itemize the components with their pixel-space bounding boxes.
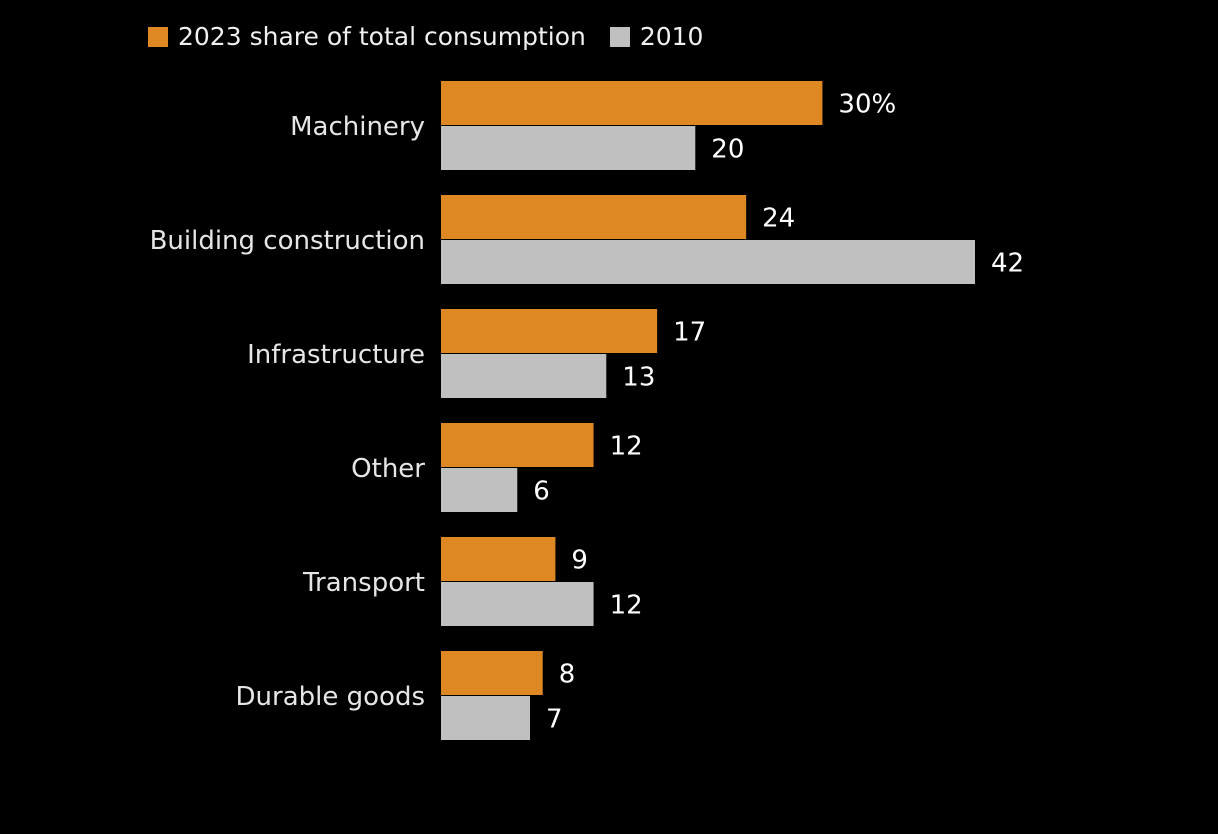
- bar-2010: [441, 582, 594, 626]
- value-label-2010: 12: [610, 591, 643, 621]
- legend: 2023 share of total consumption 2010: [148, 22, 727, 51]
- category-label: Infrastructure: [247, 340, 425, 370]
- bar-2023: [441, 309, 658, 353]
- category-label: Durable goods: [236, 682, 425, 712]
- value-label-2023: 8: [559, 660, 576, 690]
- legend-item-2023: 2023 share of total consumption: [148, 22, 586, 51]
- bar-2023: [441, 651, 543, 695]
- bar-2010: [441, 240, 975, 284]
- category-label: Transport: [302, 568, 425, 598]
- bar-2010: [441, 696, 530, 740]
- category-label: Machinery: [290, 112, 425, 142]
- bar-2010: [441, 468, 518, 512]
- category-group: Transport 9 12: [302, 537, 643, 626]
- value-label-2010: 7: [546, 705, 563, 735]
- value-label-2023: 30%: [838, 90, 896, 120]
- bar-2010: [441, 126, 696, 170]
- value-label-2023: 24: [762, 204, 795, 234]
- bar-2023: [441, 195, 747, 239]
- legend-item-2010: 2010: [609, 22, 704, 51]
- bar-2023: [441, 423, 594, 467]
- category-label: Building construction: [150, 226, 425, 256]
- category-label: Other: [351, 454, 425, 484]
- category-group: Machinery 30% 20: [290, 81, 896, 170]
- category-group: Other 12 6: [351, 423, 643, 512]
- bar-2023: [441, 81, 823, 125]
- value-label-2010: 13: [622, 363, 655, 393]
- value-label-2023: 12: [610, 432, 643, 462]
- legend-swatch-2023: [148, 26, 168, 47]
- bar-2023: [441, 537, 556, 581]
- bar-2010: [441, 354, 607, 398]
- legend-label-2010: 2010: [639, 22, 704, 51]
- legend-label-2023: 2023 share of total consumption: [178, 22, 586, 51]
- value-label-2010: 42: [991, 249, 1024, 279]
- legend-swatch-2010: [609, 26, 630, 47]
- category-group: Durable goods 8 7: [236, 651, 576, 740]
- value-label-2010: 6: [533, 477, 550, 507]
- value-label-2023: 9: [571, 546, 588, 576]
- value-label-2023: 17: [673, 318, 706, 348]
- category-group: Building construction 24 42: [150, 195, 1024, 284]
- value-label-2010: 20: [711, 135, 744, 165]
- category-group: Infrastructure 17 13: [247, 309, 706, 398]
